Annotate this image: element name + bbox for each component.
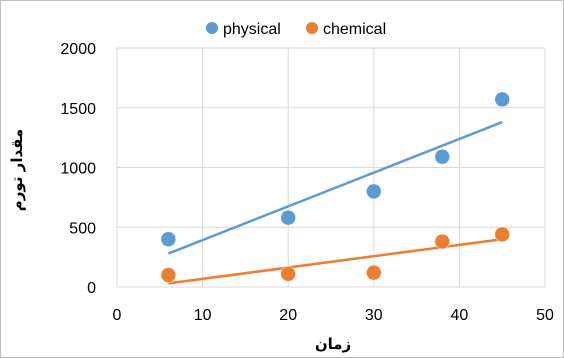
legend-label-physical: physical (223, 21, 281, 38)
y-tick-label: 1000 (60, 161, 96, 178)
legend-marker-chemical (306, 22, 318, 34)
x-tick-label: 0 (113, 307, 122, 324)
trendline-physical (167, 120, 503, 255)
point-physical (494, 91, 510, 108)
point-physical (366, 183, 382, 200)
point-chemical (434, 233, 451, 250)
x-axis: 0 10 20 30 40 50 (113, 307, 554, 324)
x-tick-label: 30 (365, 307, 383, 324)
x-tick-label: 10 (194, 307, 212, 324)
legend-label-chemical: chemical (323, 21, 386, 38)
point-chemical (280, 266, 296, 282)
x-tick-label: 40 (451, 307, 469, 324)
x-axis-title: زمان (315, 335, 351, 353)
trendline-chemical (168, 237, 503, 285)
legend: physical chemical (206, 21, 386, 38)
y-tick-label: 2000 (60, 41, 96, 58)
point-physical (160, 231, 177, 247)
point-chemical (494, 226, 510, 243)
point-chemical (160, 267, 177, 283)
point-physical (280, 209, 296, 226)
point-physical (434, 148, 451, 165)
grid-lines (116, 47, 546, 288)
x-tick-label: 20 (279, 307, 297, 324)
trendlines (167, 120, 503, 285)
y-tick-label: 1500 (60, 101, 96, 118)
y-axis-title: مقدار تورم (8, 129, 26, 211)
y-tick-label: 500 (69, 220, 96, 237)
x-tick-label: 50 (536, 307, 554, 324)
y-tick-label: 0 (87, 280, 96, 297)
data-points (160, 91, 510, 283)
legend-marker-physical (206, 22, 218, 34)
y-axis: 0 500 1000 1500 2000 (60, 41, 96, 297)
point-chemical (366, 264, 382, 281)
